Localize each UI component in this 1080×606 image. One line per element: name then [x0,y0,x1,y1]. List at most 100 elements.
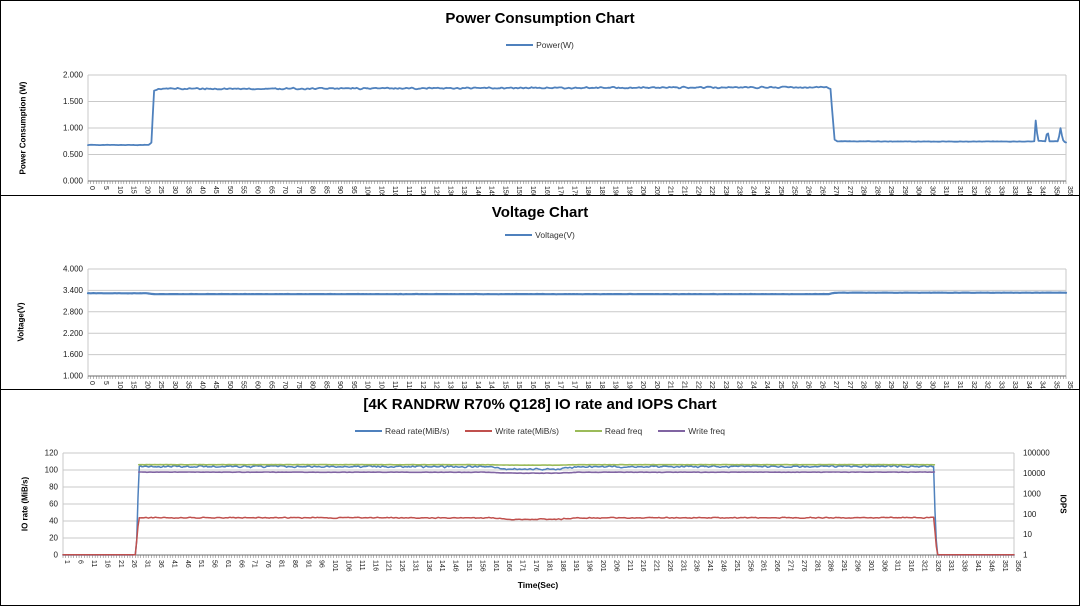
legend-item: Voltage(V) [505,230,575,240]
legend-label: Read rate(MiB/s) [385,426,450,436]
svg-text:286: 286 [827,560,834,572]
svg-text:231: 231 [679,560,686,572]
legend-label: Write freq [688,426,725,436]
svg-text:320: 320 [970,186,977,196]
svg-text:161: 161 [492,560,499,572]
svg-text:320: 320 [970,381,977,390]
svg-text:116: 116 [371,560,378,571]
svg-text:185: 185 [598,381,605,390]
time-axis-title: Time(Sec) [517,580,559,590]
svg-text:50: 50 [226,186,233,194]
svg-text:46: 46 [184,560,191,568]
power-chart-plot: 0.000 0.500 1.000 1.500 2.000 0 5 10 15 20 25 30 35 4… [63,71,1073,196]
svg-text:210: 210 [667,186,674,196]
legend-label: Read freq [604,426,643,436]
svg-text:60: 60 [254,186,261,194]
svg-text:150: 150 [501,186,508,196]
svg-text:290: 290 [887,381,894,390]
svg-text:1: 1 [63,560,70,564]
svg-text:10: 10 [116,186,123,194]
svg-text:160: 160 [529,381,536,390]
svg-text:200: 200 [639,186,646,196]
voltage-chart-panel: Voltage Chart Voltage(V) Voltage(V) 1.00… [1,196,1079,390]
voltage-chart-title: Voltage Chart [491,204,589,221]
svg-text:10000: 10000 [1023,469,1046,478]
svg-text:300: 300 [915,186,922,196]
svg-text:245: 245 [763,381,770,390]
svg-text:240: 240 [749,186,756,196]
svg-text:180: 180 [584,381,591,390]
svg-text:310: 310 [942,381,949,390]
svg-text:85: 85 [322,381,329,389]
svg-text:135: 135 [460,381,467,390]
io-chart-title: [4K RANDRW R70% Q128] IO rate and IOPS C… [363,396,717,413]
svg-text:100000: 100000 [1023,449,1050,458]
y-axis-tick-labels: 0.000 0.500 1.000 1.500 2.000 [63,71,84,186]
x-axis [87,180,1067,184]
svg-text:70: 70 [281,381,288,389]
svg-text:80: 80 [309,381,316,389]
power-chart-panel: Power Consumption Chart Power(W) Power C… [1,1,1079,196]
svg-text:331: 331 [947,560,954,572]
svg-text:345: 345 [1039,186,1046,196]
svg-text:65: 65 [267,186,274,194]
svg-text:1000: 1000 [1023,489,1041,498]
series-read-rate-mib-s- [62,464,1015,556]
svg-text:155: 155 [515,186,522,196]
svg-text:316: 316 [907,560,914,572]
svg-text:126: 126 [398,560,405,572]
svg-text:155: 155 [515,381,522,390]
svg-text:125: 125 [433,186,440,196]
svg-text:146: 146 [452,560,459,572]
svg-text:56: 56 [211,560,218,568]
svg-text:306: 306 [880,560,887,572]
legend-label: Write rate(MiB/s) [495,426,559,436]
svg-text:35: 35 [185,186,192,194]
svg-text:356: 356 [1014,560,1021,572]
svg-text:236: 236 [693,560,700,572]
svg-text:70: 70 [281,186,288,194]
svg-text:96: 96 [318,560,325,568]
svg-text:0: 0 [88,381,95,385]
y-axis-tick-labels: 1.000 1.600 2.200 2.800 3.400 4.000 [63,265,84,381]
svg-text:201: 201 [599,560,606,572]
svg-text:55: 55 [240,381,247,389]
svg-text:36: 36 [157,560,164,568]
svg-text:90: 90 [336,381,343,389]
svg-text:1.000: 1.000 [63,372,84,381]
svg-text:345: 345 [1039,381,1046,390]
svg-text:260: 260 [804,381,811,390]
svg-text:66: 66 [237,560,244,568]
svg-text:275: 275 [846,381,853,390]
svg-text:195: 195 [625,186,632,196]
svg-text:220: 220 [694,186,701,196]
svg-text:175: 175 [570,186,577,196]
svg-text:60: 60 [254,381,261,389]
svg-text:121: 121 [385,560,392,572]
svg-text:211: 211 [626,560,633,571]
svg-text:171: 171 [519,560,526,572]
svg-text:200: 200 [639,381,646,390]
legend-item: Write rate(MiB/s) [465,426,559,436]
series-write-freq [138,471,936,475]
svg-text:285: 285 [873,381,880,390]
svg-text:315: 315 [956,381,963,390]
svg-text:225: 225 [708,186,715,196]
svg-text:131: 131 [411,560,418,572]
svg-text:355: 355 [1066,186,1073,196]
svg-text:355: 355 [1066,381,1073,390]
svg-text:106: 106 [344,560,351,572]
svg-text:105: 105 [377,381,384,390]
svg-text:250: 250 [777,381,784,390]
svg-text:85: 85 [322,186,329,194]
svg-text:115: 115 [405,381,412,390]
svg-text:111: 111 [358,560,365,571]
legend-line-swatch [574,429,602,433]
svg-text:11: 11 [90,560,97,567]
power-chart-title: Power Consumption Chart [445,10,635,27]
svg-text:226: 226 [666,560,673,572]
svg-text:351: 351 [1001,560,1008,572]
svg-text:10: 10 [116,381,123,389]
svg-text:185: 185 [598,186,605,196]
